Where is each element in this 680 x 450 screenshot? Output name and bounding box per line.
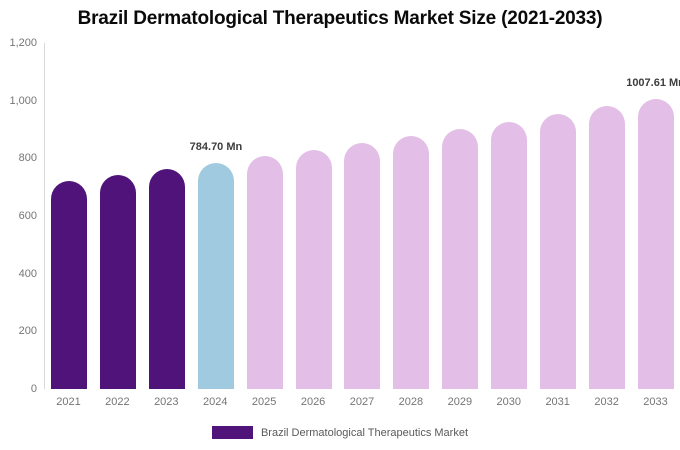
x-tick-label-2025: 2025 xyxy=(251,396,277,408)
bar-slot-2026 xyxy=(289,43,338,389)
bar-slot-2025 xyxy=(240,43,289,389)
legend-swatch-icon xyxy=(211,426,253,439)
y-tick-label: 200 xyxy=(18,325,37,338)
data-label-2033: 1007.61 Mn xyxy=(626,76,680,89)
bar-slot-2031 xyxy=(533,43,582,389)
y-tick-label: 1,000 xyxy=(9,94,37,107)
x-tick-label-2030: 2030 xyxy=(496,396,521,408)
x-tick-label-2028: 2028 xyxy=(398,396,424,408)
x-tick-label-2023: 2023 xyxy=(154,396,179,408)
chart-title: Brazil Dermatological Therapeutics Marke… xyxy=(77,8,603,29)
x-tick-label-2029: 2029 xyxy=(447,396,473,408)
x-tick-label-2021: 2021 xyxy=(56,396,81,408)
bar-2024[interactable] xyxy=(197,162,234,389)
bar-2026[interactable] xyxy=(295,149,332,389)
bar-slot-2024: 784.70 Mn xyxy=(189,43,243,389)
x-tick-label-2033: 2033 xyxy=(643,396,668,408)
x-tick-label-2027: 2027 xyxy=(349,396,375,408)
bar-slot-2032 xyxy=(582,43,631,389)
bar-2030[interactable] xyxy=(491,121,528,389)
bar-2023[interactable] xyxy=(149,169,186,389)
data-label-2024: 784.70 Mn xyxy=(189,140,243,153)
bars-row: 784.70 Mn 1007.61 Mn xyxy=(45,43,680,389)
bar-2033[interactable] xyxy=(637,98,674,389)
bar-2031[interactable] xyxy=(539,114,576,389)
legend[interactable]: Brazil Dermatological Therapeutics Marke… xyxy=(0,426,680,439)
y-tick-label: 0 xyxy=(30,382,37,395)
bar-2032[interactable] xyxy=(588,106,625,389)
y-tick-label: 1,200 xyxy=(9,37,37,49)
bar-2029[interactable] xyxy=(442,128,479,389)
bar-2022[interactable] xyxy=(100,175,137,389)
x-tick-label-2032: 2032 xyxy=(594,396,619,408)
bar-slot-2023 xyxy=(143,43,192,389)
bar-slot-2028 xyxy=(387,43,436,389)
x-tick-label-2031: 2031 xyxy=(545,396,570,408)
bar-2025[interactable] xyxy=(246,156,283,389)
y-tick-label: 400 xyxy=(18,267,37,280)
bar-slot-2027 xyxy=(338,43,387,389)
y-tick-label: 800 xyxy=(18,152,37,165)
bar-2028[interactable] xyxy=(393,136,430,389)
x-tick-label-2026: 2026 xyxy=(300,396,326,408)
bar-2021[interactable] xyxy=(51,180,88,389)
bar-slot-2033: 1007.61 Mn xyxy=(626,43,680,389)
bar-slot-2030 xyxy=(485,43,534,389)
bar-2027[interactable] xyxy=(344,143,381,389)
y-tick-label: 600 xyxy=(18,209,37,222)
bar-slot-2021 xyxy=(45,43,94,389)
plot-area: 784.70 Mn 1007.61 Mn xyxy=(44,43,680,389)
legend-label: Brazil Dermatological Therapeutics Marke… xyxy=(260,426,469,439)
bar-slot-2022 xyxy=(94,43,143,389)
x-tick-label-2022: 2022 xyxy=(105,396,130,408)
bar-slot-2029 xyxy=(436,43,485,389)
y-axis-labels: 1,200 1,000 800 600 400 200 0 xyxy=(0,36,37,396)
x-axis-labels: 2021 2022 2023 2024 2025 2026 2027 2028 2029 2030… xyxy=(44,396,680,408)
x-tick-label-2024: 2024 xyxy=(202,396,228,408)
